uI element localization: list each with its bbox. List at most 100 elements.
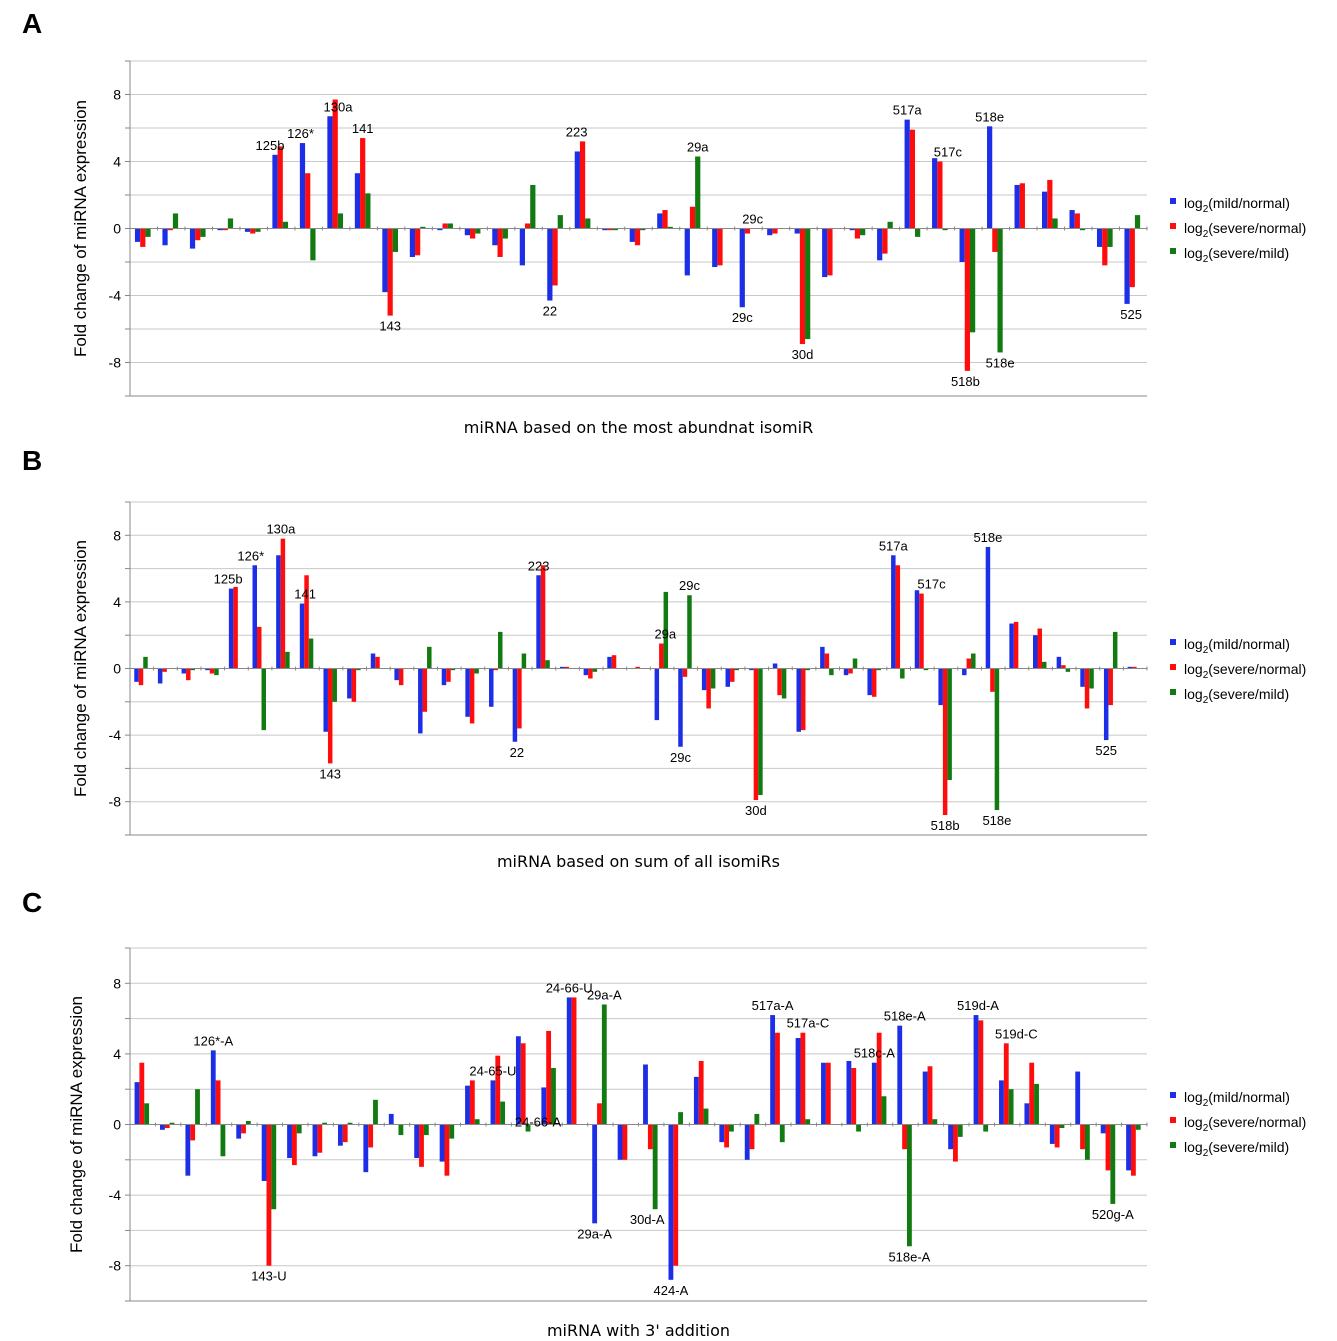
bar-mild-normal	[210, 1050, 216, 1125]
data-annotation: 22	[543, 304, 557, 319]
bar-severe-mild	[876, 668, 881, 671]
bar-severe-mild	[805, 1119, 811, 1125]
bar-severe-mild	[545, 660, 550, 669]
data-annotation: 24-65-U	[469, 1063, 516, 1078]
bar-mild-normal	[1127, 666, 1133, 669]
bar-severe-normal	[1074, 213, 1080, 229]
bar-severe-normal	[1013, 621, 1019, 669]
bar-severe-mild	[474, 668, 479, 674]
data-annotation: 22	[510, 745, 524, 760]
data-annotation: 518c-A	[854, 1046, 896, 1061]
bar-mild-normal	[693, 1076, 699, 1125]
data-annotation: 29c	[670, 750, 691, 765]
bar-severe-mild	[282, 221, 289, 229]
bar-severe-normal	[250, 228, 256, 234]
bar-severe-normal	[317, 1124, 323, 1153]
bar-severe-normal	[753, 668, 759, 801]
bar-mild-normal	[236, 1124, 242, 1139]
bar-severe-normal	[444, 1124, 450, 1176]
y-tick-label: 0	[113, 1117, 121, 1133]
bar-severe-normal	[1047, 179, 1053, 229]
bar-severe-normal	[895, 565, 901, 669]
bar-severe-mild	[971, 653, 976, 669]
bar-mild-normal	[437, 228, 443, 231]
bar-severe-normal	[902, 1124, 907, 1150]
bar-severe-normal	[327, 668, 333, 764]
bar-mild-normal	[770, 1015, 776, 1125]
bar-severe-mild	[1041, 661, 1047, 669]
legend-label: log2(severe/normal)	[1184, 1114, 1306, 1134]
legend-swatch-severe-normal	[1170, 1117, 1176, 1123]
bar-severe-normal	[871, 668, 877, 697]
bar-severe-normal	[927, 1066, 933, 1125]
bar-severe-mild	[200, 228, 206, 237]
bar-mild-normal	[999, 1080, 1004, 1125]
bar-severe-mild	[900, 668, 905, 679]
bar-mild-normal	[388, 1113, 394, 1125]
y-tick-label: -4	[109, 288, 122, 304]
bar-mild-normal	[261, 1124, 267, 1181]
legend-label: log2(mild/normal)	[1184, 636, 1290, 656]
data-annotation: 518b	[951, 374, 980, 389]
bar-mild-normal	[287, 1124, 292, 1159]
bar-severe-mild	[781, 668, 787, 699]
bar-severe-mild	[585, 218, 591, 229]
bar-mild-normal	[489, 668, 494, 707]
data-annotation: 525	[1120, 307, 1142, 322]
bar-mild-normal	[1049, 1124, 1055, 1144]
bar-severe-mild	[530, 184, 536, 229]
bar-severe-mild	[227, 218, 234, 229]
legend-label: log2(severe/mild)	[1184, 686, 1289, 706]
legend-label: log2(severe/normal)	[1184, 661, 1306, 681]
bar-mild-normal	[464, 228, 471, 236]
y-axis-label: Fold change of miRNA expression	[67, 996, 86, 1253]
bar-severe-normal	[517, 668, 522, 729]
y-axis-label: Fold change of miRNA expression	[71, 100, 90, 357]
bar-mild-normal	[701, 668, 707, 691]
bar-mild-normal	[1056, 656, 1062, 669]
bar-severe-mild	[947, 668, 952, 781]
bar-mild-normal	[1096, 228, 1103, 247]
data-annotation: 517c	[934, 145, 963, 160]
bar-mild-normal	[347, 668, 352, 699]
bar-severe-normal	[1054, 1124, 1060, 1148]
bar-severe-mild	[475, 228, 481, 234]
bar-mild-normal	[370, 653, 376, 669]
data-annotation: 517a	[893, 103, 923, 118]
data-annotation: 126*-A	[193, 1033, 233, 1048]
data-annotation: 518e	[986, 355, 1015, 370]
bar-severe-mild	[169, 1122, 175, 1125]
bar-severe-mild	[447, 223, 453, 229]
bar-mild-normal	[382, 228, 388, 293]
bar-mild-normal	[719, 1124, 725, 1143]
data-annotation: 29a	[687, 140, 709, 155]
bar-severe-mild	[932, 1119, 938, 1125]
bar-severe-mild	[1135, 1124, 1141, 1130]
bar-mild-normal	[749, 668, 754, 671]
legend-swatch-severe-mild	[1170, 248, 1176, 254]
bar-severe-normal	[469, 1080, 475, 1125]
bar-severe-normal	[876, 1032, 882, 1125]
data-annotation: 424-A	[654, 1283, 689, 1298]
data-annotation: 29c	[679, 578, 700, 593]
bar-severe-normal	[215, 1080, 221, 1125]
bar-severe-normal	[1084, 668, 1090, 709]
data-annotation: 518e	[982, 813, 1011, 828]
x-axis-label: miRNA with 3' addition	[547, 1321, 730, 1340]
data-annotation: 143	[319, 766, 341, 781]
bar-severe-mild	[502, 228, 508, 239]
bar-mild-normal	[1033, 635, 1038, 669]
bar-severe-normal	[882, 228, 888, 254]
y-tick-label: 4	[113, 154, 121, 170]
bar-severe-normal	[277, 146, 283, 229]
bar-severe-mild	[994, 668, 1000, 811]
bar-severe-mild	[190, 668, 196, 671]
bar-severe-mild	[271, 1124, 277, 1210]
bar-mild-normal	[932, 158, 938, 229]
bar-severe-normal	[992, 228, 998, 252]
bar-severe-normal	[419, 1124, 424, 1167]
data-annotation: 30d	[745, 803, 767, 818]
bar-severe-normal	[942, 668, 948, 816]
bar-severe-normal	[682, 668, 688, 677]
